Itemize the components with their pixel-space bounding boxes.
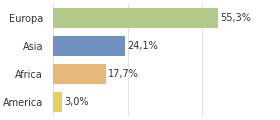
Text: 3,0%: 3,0% xyxy=(64,97,89,107)
Bar xyxy=(53,8,218,28)
Bar xyxy=(53,64,106,84)
Bar xyxy=(53,36,125,56)
Bar xyxy=(53,92,62,112)
Text: 17,7%: 17,7% xyxy=(108,69,139,79)
Text: 24,1%: 24,1% xyxy=(127,41,158,51)
Text: 55,3%: 55,3% xyxy=(221,13,251,23)
